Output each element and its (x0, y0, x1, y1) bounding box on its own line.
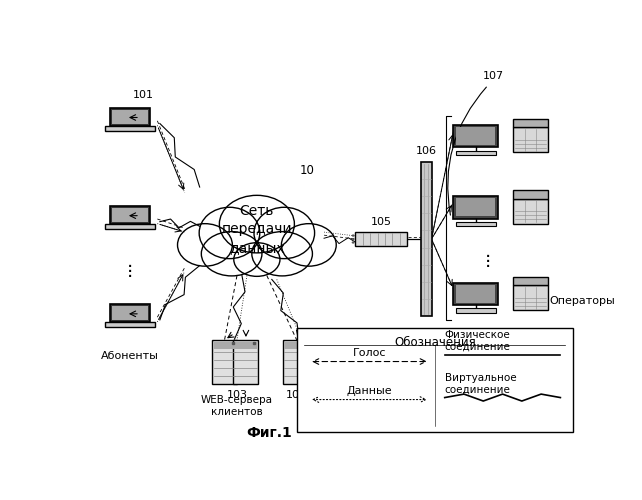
FancyBboxPatch shape (284, 342, 309, 348)
FancyBboxPatch shape (513, 128, 548, 152)
Text: 107: 107 (483, 71, 504, 81)
Circle shape (352, 238, 354, 240)
Ellipse shape (254, 208, 315, 258)
FancyBboxPatch shape (513, 286, 548, 310)
Text: Фиг.1: Фиг.1 (247, 426, 292, 440)
FancyBboxPatch shape (453, 124, 498, 148)
Text: Сеть
передачи
данных: Сеть передачи данных (221, 204, 292, 255)
Text: Виртуальное
соединение: Виртуальное соединение (445, 373, 516, 394)
Ellipse shape (202, 232, 262, 276)
Ellipse shape (281, 224, 336, 266)
FancyBboxPatch shape (105, 126, 155, 130)
Ellipse shape (252, 232, 313, 276)
Ellipse shape (234, 242, 280, 276)
FancyBboxPatch shape (112, 110, 148, 124)
Circle shape (352, 242, 354, 244)
FancyBboxPatch shape (214, 342, 236, 348)
FancyBboxPatch shape (112, 208, 148, 222)
FancyBboxPatch shape (453, 282, 498, 306)
Text: Обозначения: Обозначения (394, 336, 476, 349)
Text: Абоненты: Абоненты (101, 350, 159, 360)
Text: ·: · (127, 264, 133, 282)
Text: ·: · (127, 268, 133, 287)
FancyBboxPatch shape (110, 108, 150, 126)
Ellipse shape (199, 208, 260, 258)
FancyBboxPatch shape (456, 150, 496, 154)
FancyBboxPatch shape (513, 119, 548, 128)
FancyBboxPatch shape (105, 322, 155, 327)
Text: Операторы: Операторы (550, 296, 615, 306)
Text: ·: · (485, 258, 491, 276)
FancyBboxPatch shape (355, 232, 408, 246)
FancyBboxPatch shape (105, 224, 155, 229)
Text: ·: · (127, 258, 133, 278)
Text: 103: 103 (227, 390, 247, 400)
FancyBboxPatch shape (456, 198, 495, 216)
FancyBboxPatch shape (453, 196, 498, 218)
FancyBboxPatch shape (283, 340, 310, 384)
Ellipse shape (178, 224, 232, 266)
Text: ·: · (485, 252, 491, 272)
FancyBboxPatch shape (297, 328, 573, 432)
FancyBboxPatch shape (513, 277, 548, 285)
Text: Голос: Голос (352, 348, 386, 358)
Text: 106: 106 (415, 146, 437, 156)
FancyBboxPatch shape (110, 304, 150, 322)
Text: Данные: Данные (347, 386, 392, 396)
FancyBboxPatch shape (212, 340, 237, 384)
FancyBboxPatch shape (112, 306, 148, 320)
FancyBboxPatch shape (235, 342, 257, 348)
Text: 101: 101 (132, 90, 153, 101)
FancyBboxPatch shape (110, 206, 150, 224)
Text: WEB-сервера
клиентов: WEB-сервера клиентов (201, 395, 273, 417)
FancyBboxPatch shape (513, 198, 548, 224)
Circle shape (352, 234, 354, 236)
Ellipse shape (220, 196, 295, 253)
FancyBboxPatch shape (234, 340, 258, 384)
Text: Физическое
соединение: Физическое соединение (445, 330, 510, 351)
Text: 105: 105 (371, 216, 392, 226)
Text: ·: · (485, 248, 491, 266)
Text: 104: 104 (286, 390, 308, 400)
FancyBboxPatch shape (456, 222, 496, 226)
FancyBboxPatch shape (421, 162, 431, 316)
FancyBboxPatch shape (456, 127, 495, 145)
Text: 10: 10 (299, 164, 314, 177)
FancyBboxPatch shape (456, 308, 496, 312)
FancyBboxPatch shape (513, 190, 548, 198)
FancyBboxPatch shape (456, 285, 495, 303)
